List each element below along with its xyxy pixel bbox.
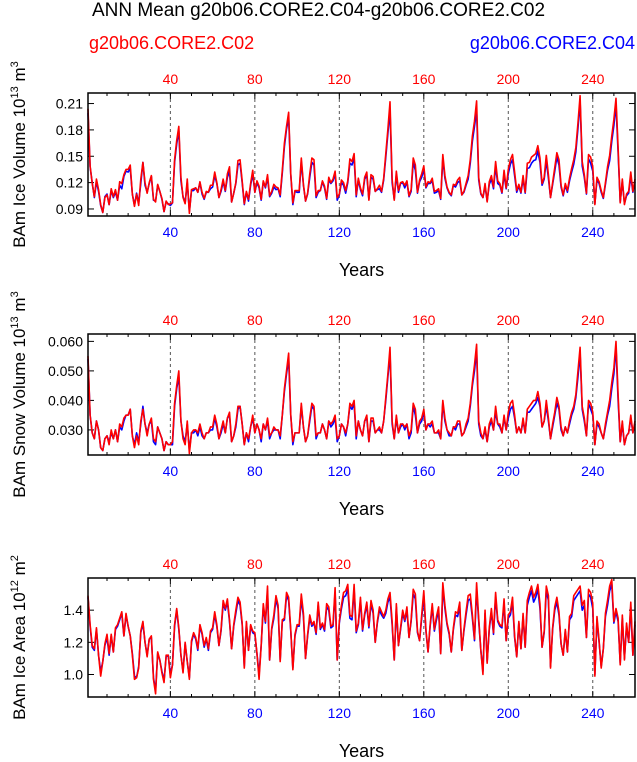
x-tick-label-top: 200 — [497, 556, 521, 572]
y-axis-label: BAm Snow Volume 1013 m3 — [9, 291, 29, 497]
legend-right-label: g20b06.CORE2.C04 — [469, 33, 635, 53]
x-tick-label-bottom: 240 — [581, 463, 605, 479]
plot-frame — [87, 92, 636, 217]
x-tick-label-bottom: 200 — [497, 705, 521, 721]
figure-title: ANN Mean g20b06.CORE2.C04-g20b06.CORE2.C… — [91, 0, 546, 21]
x-tick-label-bottom: 40 — [163, 705, 179, 721]
x-tick-label-top: 40 — [163, 312, 179, 328]
panel-2: 40 40 80 80 120 120 160 160 200 200 240 240 0.030 0.0… — [9, 291, 636, 519]
x-tick-label-top: 40 — [163, 71, 179, 87]
y-tick-label: 1.2 — [64, 634, 84, 650]
y-tick-label: 0.21 — [56, 96, 83, 112]
x-tick-label-top: 160 — [412, 556, 436, 572]
x-tick-label-bottom: 120 — [328, 463, 352, 479]
x-axis-label: Years — [339, 499, 384, 519]
y-axis-label: BAm Ice Volume 1013 m3 — [9, 61, 29, 248]
panel-3: 40 40 80 80 120 120 160 160 200 200 240 240 1.0 1.2 1.… — [9, 555, 636, 761]
x-tick-label-bottom: 160 — [412, 224, 436, 240]
y-tick-label: 0.040 — [48, 392, 83, 408]
x-tick-label-bottom: 160 — [412, 463, 436, 479]
y-tick-label: 0.12 — [56, 175, 83, 191]
y-tick-label: 0.060 — [48, 333, 83, 349]
y-tick-label: 0.18 — [56, 122, 83, 138]
x-tick-label-top: 80 — [247, 556, 263, 572]
x-tick-label-top: 160 — [412, 312, 436, 328]
x-tick-label-bottom: 200 — [497, 463, 521, 479]
x-tick-label-bottom: 120 — [328, 705, 352, 721]
x-tick-label-top: 80 — [247, 312, 263, 328]
series-line-g20b06-core2-c02 — [87, 578, 636, 695]
x-tick-label-bottom: 240 — [581, 705, 605, 721]
x-tick-label-top: 240 — [581, 71, 605, 87]
y-tick-label: 0.030 — [48, 422, 83, 438]
x-tick-label-bottom: 80 — [247, 705, 263, 721]
y-axis-label: BAm Ice Area 1012 m2 — [9, 555, 29, 720]
x-tick-label-bottom: 200 — [497, 224, 521, 240]
x-tick-label-top: 120 — [328, 312, 352, 328]
y-tick-label: 0.15 — [56, 148, 83, 164]
y-tick-label: 1.0 — [64, 666, 84, 682]
x-tick-label-bottom: 240 — [581, 224, 605, 240]
x-tick-label-bottom: 40 — [163, 463, 179, 479]
x-tick-label-bottom: 40 — [163, 224, 179, 240]
x-tick-label-top: 80 — [247, 71, 263, 87]
y-tick-label: 0.050 — [48, 363, 83, 379]
x-tick-label-bottom: 80 — [247, 224, 263, 240]
x-axis-label: Years — [339, 741, 384, 761]
x-tick-label-bottom: 160 — [412, 705, 436, 721]
x-tick-label-top: 40 — [163, 556, 179, 572]
x-tick-label-top: 240 — [581, 312, 605, 328]
y-tick-label: 0.09 — [56, 201, 83, 217]
plot-frame — [87, 333, 636, 456]
x-tick-label-bottom: 120 — [328, 224, 352, 240]
panel-1: 40 40 80 80 120 120 160 160 200 200 240 240 0.09 0.12… — [9, 61, 636, 280]
x-tick-label-top: 120 — [328, 71, 352, 87]
plot-frame — [87, 577, 636, 698]
legend-left-label: g20b06.CORE2.C02 — [89, 33, 255, 53]
x-tick-label-top: 160 — [412, 71, 436, 87]
y-tick-label: 1.4 — [64, 602, 84, 618]
x-tick-label-bottom: 80 — [247, 463, 263, 479]
series-line-g20b06-core2-c02 — [87, 340, 636, 455]
x-tick-label-top: 200 — [497, 71, 521, 87]
x-tick-label-top: 120 — [328, 556, 352, 572]
x-axis-label: Years — [339, 260, 384, 280]
series-line-g20b06-core2-c02 — [87, 94, 636, 215]
x-tick-label-top: 240 — [581, 556, 605, 572]
x-tick-label-top: 200 — [497, 312, 521, 328]
